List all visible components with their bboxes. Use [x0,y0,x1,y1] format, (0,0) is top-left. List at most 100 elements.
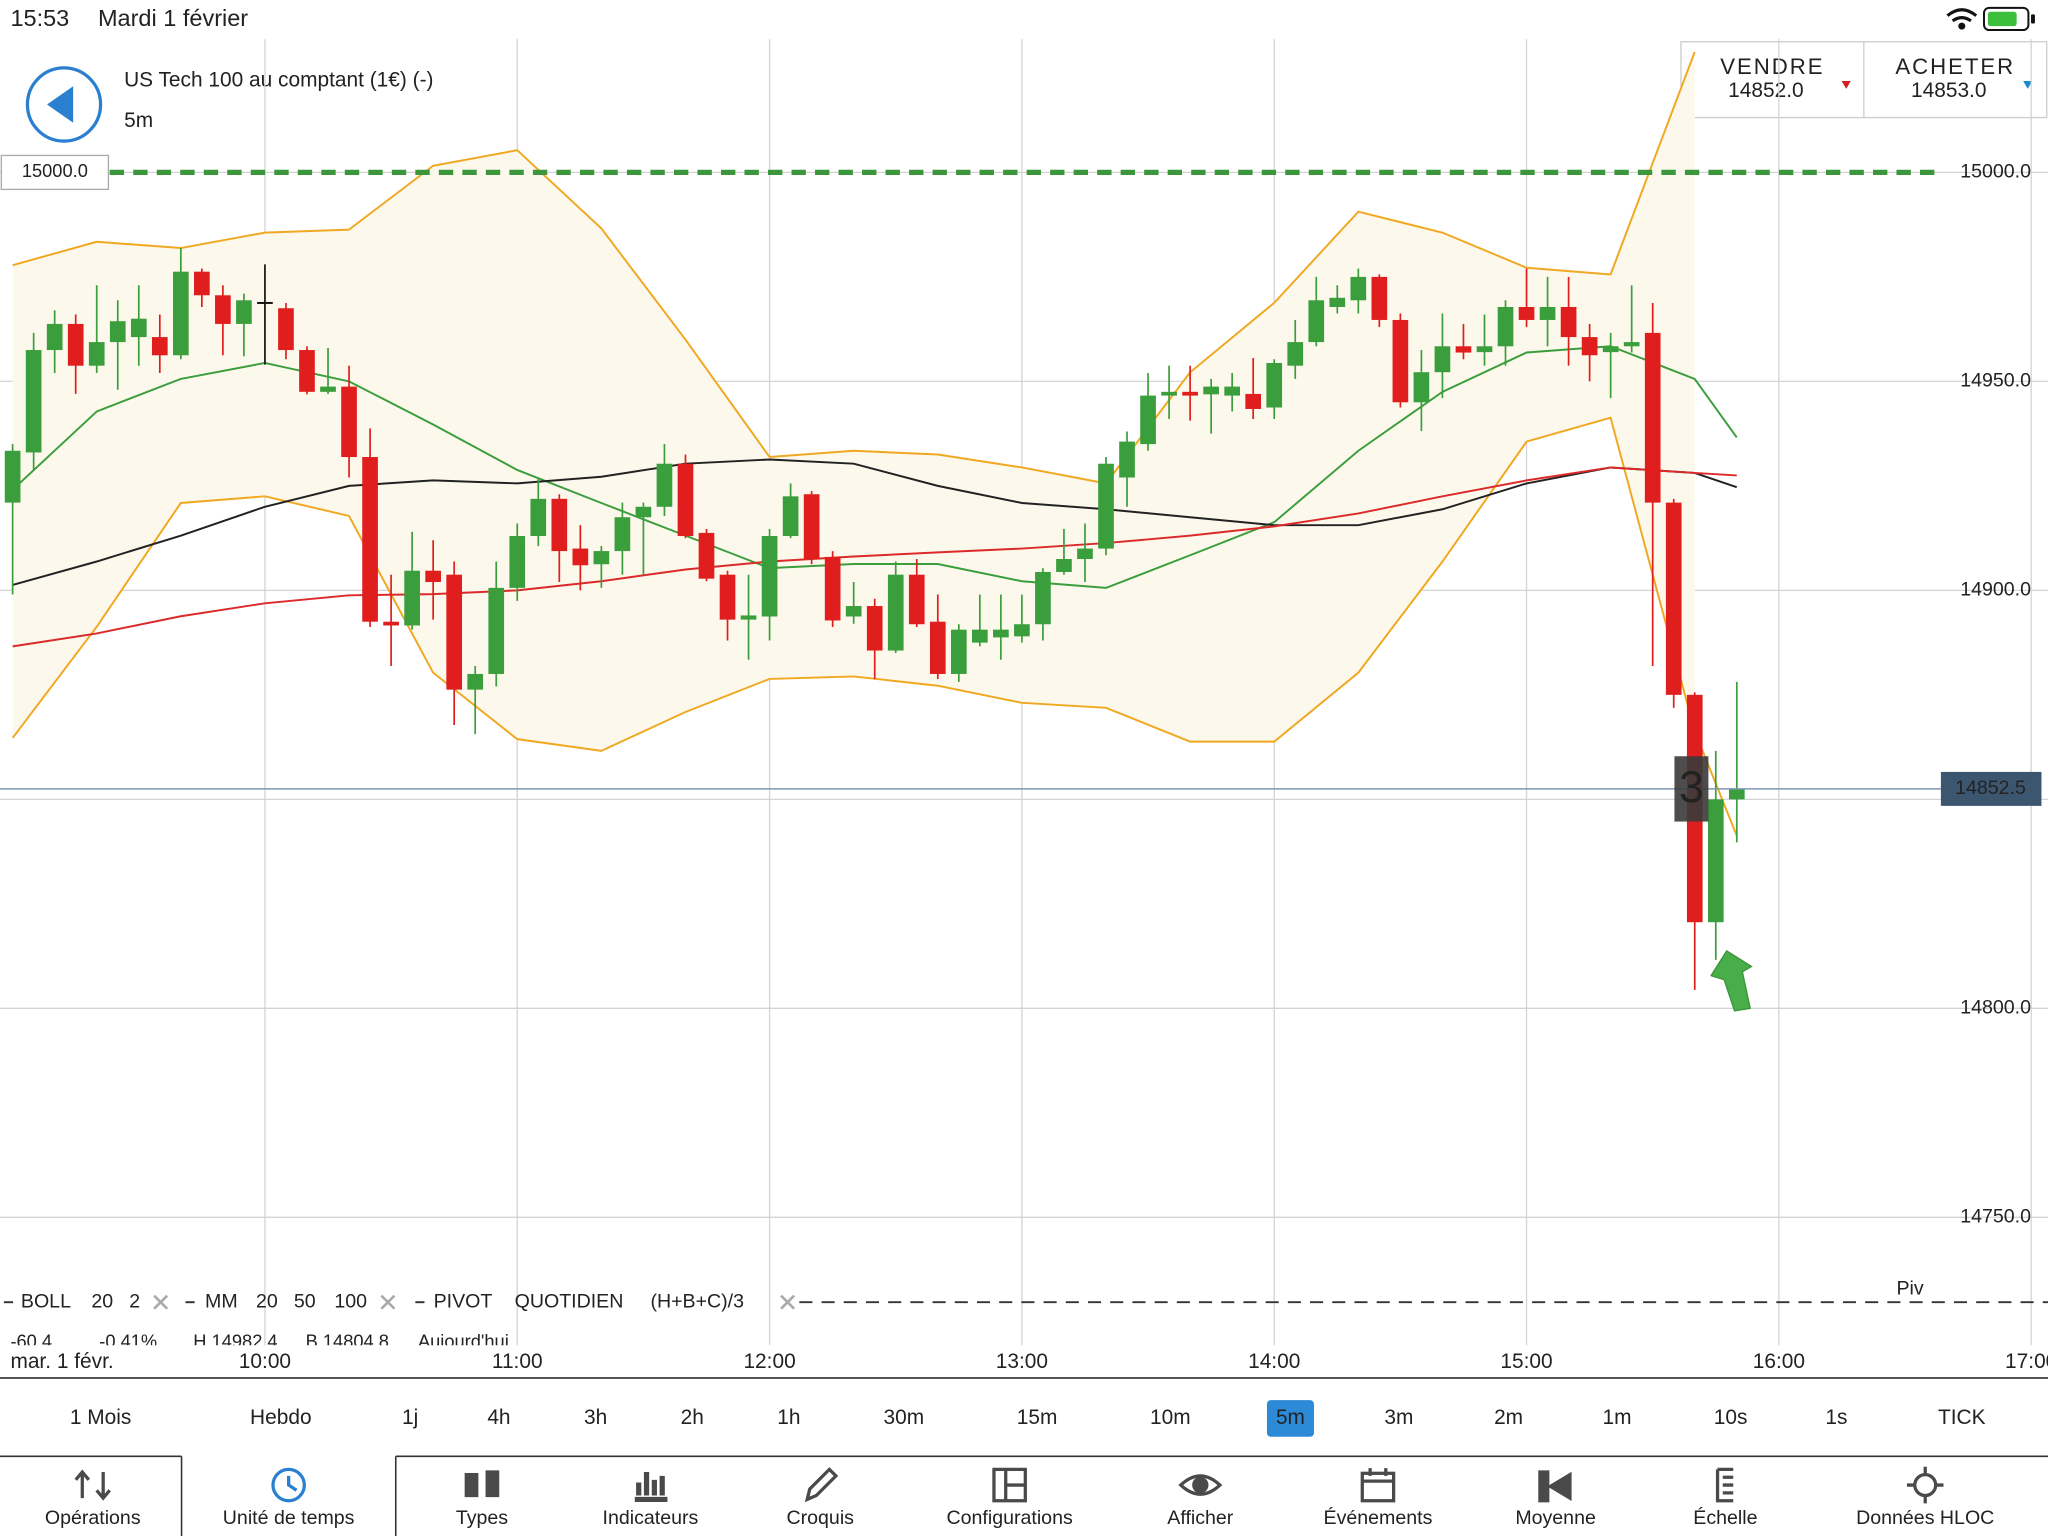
buy-price: 14853.0 [1911,79,1986,102]
candle-body [572,548,589,566]
toolbar-icon [1538,1470,1550,1503]
candle-body [467,673,484,690]
timeframe-bar: 1 Mois Hebdo 1j 4h 3h 2h 1h 30m 15m 10m 5m 3m 2m 1m 10… [70,1400,1986,1437]
timeframe-button[interactable]: 3h [584,1406,607,1429]
back-button[interactable] [25,66,103,143]
sell-price: 14852.0 [1728,79,1803,102]
legend-text: 50 [294,1290,316,1312]
candle-body [866,606,883,651]
toolbar-button[interactable]: Événements [1324,1468,1433,1529]
candle-body [509,536,526,588]
toolbar-button[interactable]: Configurations [947,1467,1073,1529]
toolbar-label: Indicateurs [603,1507,699,1529]
timeframe-button[interactable]: 15m [1017,1406,1058,1429]
toolbar-button[interactable]: Afficher [1167,1474,1234,1529]
toolbar-button[interactable]: Données HLOC [1856,1466,1994,1529]
candle-body [109,321,126,343]
legend-text: 2 [129,1290,140,1312]
moving-average-line [12,466,1737,648]
indicator-legend: Piv BOLL 20 2 MM 20 50 100 PIVOT QUOTIDIEN (H+B+C)… [3,1277,2048,1352]
timeframe-label: 1s [1825,1406,1847,1429]
candle-body [551,498,568,552]
timeframe-button[interactable]: 5m [1266,1400,1314,1437]
toolbar-icon [287,1475,298,1492]
toolbar-icon [1192,1476,1209,1494]
toolbar-label: Croquis [787,1507,855,1529]
candle-body [656,463,673,507]
candle-body [194,271,210,296]
candle-body [1644,332,1661,503]
status-date: Mardi 1 février [98,5,248,31]
timeframe-button[interactable]: 30m [884,1406,925,1429]
timeframe-button[interactable]: 1 Mois [70,1406,131,1429]
timeframe-button[interactable]: 1h [777,1406,800,1429]
candle-body [950,629,967,674]
toolbar-button[interactable]: Opérations [45,1469,141,1529]
candle-body [1728,788,1745,800]
y-tick-label: 14950.0 [1960,370,2031,392]
timeframe-label: 1m [1602,1406,1631,1429]
timeframe-button[interactable]: 1m [1602,1406,1631,1429]
timeframe-button[interactable]: Hebdo [250,1406,312,1429]
y-tick-label: 14800.0 [1960,996,2031,1018]
stat-text: B 14804.8 [306,1331,389,1352]
timeframe-button[interactable]: 3m [1384,1406,1413,1429]
candle-body [845,606,862,617]
date-label: mar. 1 févr. [10,1350,113,1373]
pointer-arrow [1710,949,1753,1012]
timeframe-highlight [1266,1400,1314,1437]
toolbar-button[interactable]: Croquis [787,1467,855,1529]
candle-body [1539,306,1556,320]
timeframe-button[interactable]: 10m [1150,1406,1191,1429]
timeframe-button[interactable]: 1s [1825,1406,1847,1429]
candle-body [740,615,757,620]
timeframe-label: TICK [1938,1406,1986,1429]
timeframe-button[interactable]: 4h [487,1406,510,1429]
buy-button[interactable]: ACHETER 14853.0 [1895,54,2033,102]
x-tick-label: 12:00 [743,1350,795,1373]
candle-body [593,551,610,565]
legend-text: (H+B+C)/3 [650,1290,744,1312]
timeframe-label: 10m [1150,1406,1191,1429]
candle-body [172,271,189,356]
toolbar-button[interactable]: Moyenne [1515,1470,1596,1529]
candle-body [761,536,778,617]
candle-body [88,342,105,366]
toolbar-button[interactable]: Indicateurs [603,1471,699,1529]
candle-body [25,350,42,453]
remove-moving-averages[interactable] [380,1294,396,1310]
toolbar-icon [1715,1467,1734,1503]
sell-button[interactable]: VENDRE 14852.0 [1720,54,1851,102]
toolbar-button[interactable]: Unité de temps [223,1467,355,1529]
remove-pivot[interactable] [780,1294,796,1310]
overlay: 15000.014750.014800.014850.014900.014950… [0,154,2042,1227]
timeframe-label: 3m [1384,1406,1413,1429]
last-price-box [1940,771,2042,806]
timeframe-button[interactable]: 10s [1714,1406,1748,1429]
status-time: 15:53 [10,5,69,31]
timeframe-button[interactable]: 2m [1494,1406,1523,1429]
toolbar-icon [1178,1474,1223,1496]
sell-arrow [1841,80,1851,89]
toolbar-button[interactable]: Échelle [1693,1467,1758,1529]
candle-body [1119,441,1135,478]
toolbar-button[interactable]: Types [456,1470,508,1529]
toolbar-label: Événements [1324,1506,1433,1529]
timeframe-label: Hebdo [250,1406,312,1429]
candle-body [1602,346,1619,353]
stat-text: H 14982.4 [193,1331,277,1352]
timeframe-button[interactable]: 1j [402,1406,418,1429]
battery-icon [1983,6,2035,32]
candle-body [1287,342,1304,366]
reference-label: 15000.0 [22,160,88,181]
candle-body [1581,337,1598,356]
timeframe-label: 1j [402,1406,418,1429]
buy-label: ACHETER [1895,54,2015,79]
timeframe-button[interactable]: TICK [1938,1406,1986,1429]
timeframe-button[interactable]: 2h [681,1406,704,1429]
remove-bollinger[interactable] [153,1294,169,1310]
candle-body [887,574,904,651]
candle-body [1518,306,1535,320]
candle-body [1203,386,1219,395]
